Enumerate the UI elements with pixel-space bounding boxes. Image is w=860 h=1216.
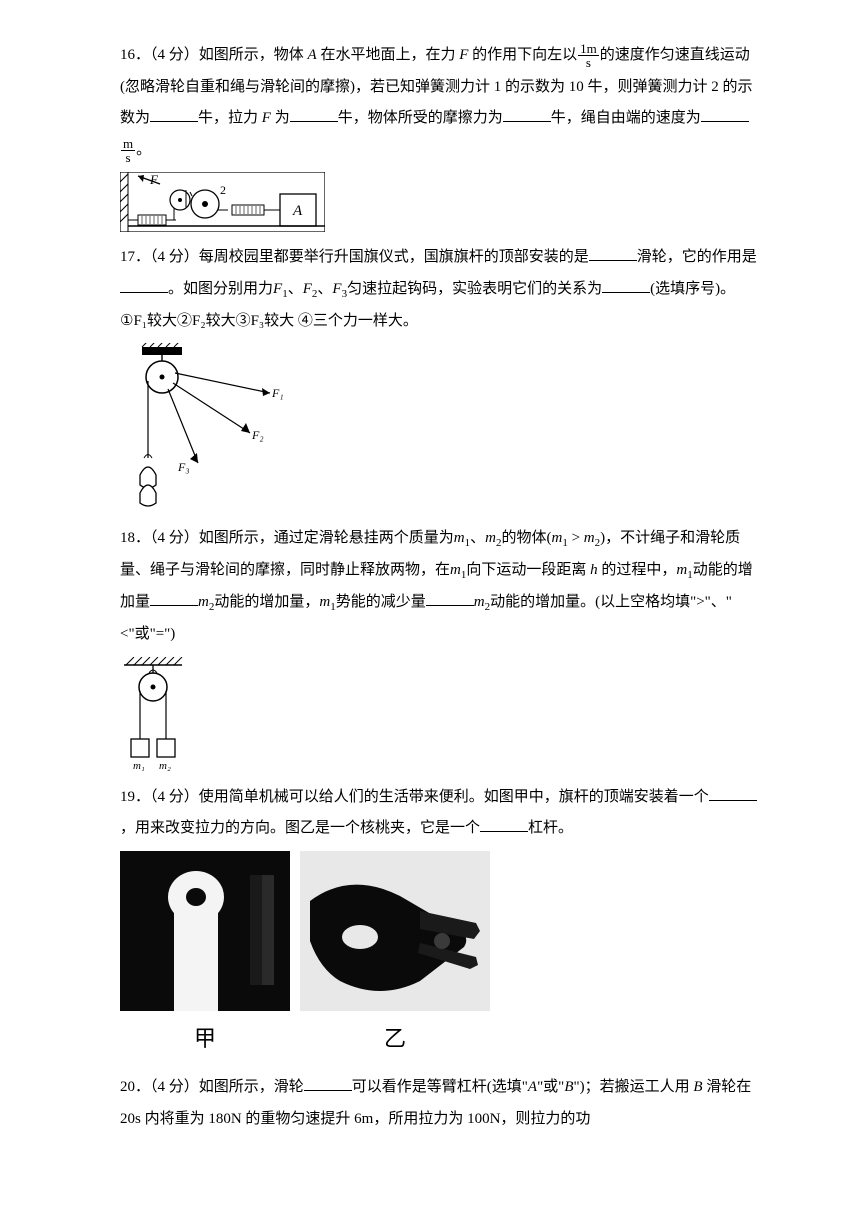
fraction-m-s: ms xyxy=(121,137,135,164)
blank-16-3[interactable] xyxy=(503,106,551,122)
blank-18-2[interactable] xyxy=(426,590,474,606)
question-16: 16．（4 分）如图所示，物体 A 在水平地面上，在力 F 的作用下向左以1ms… xyxy=(120,40,760,166)
svg-text:A: A xyxy=(292,203,303,219)
q16-label: 16．（4 分）如图所示，物体 xyxy=(120,47,308,63)
svg-text:F₃: F₃ xyxy=(177,460,190,474)
svg-text:m₂: m₂ xyxy=(159,760,171,772)
question-18: 18．（4 分）如图所示，通过定滑轮悬挂两个质量为m1、m2的物体(m1 > m… xyxy=(120,523,760,651)
question-17: 17．（4 分）每周校园里都要举行升国旗仪式，国旗旗杆的顶部安装的是滑轮，它的作… xyxy=(120,242,760,337)
blank-16-1[interactable] xyxy=(150,106,198,122)
blank-19-2[interactable] xyxy=(480,816,528,832)
figure-17: F₁ F₂ F₃ xyxy=(120,343,760,513)
figure-18: m₁ m₂ xyxy=(120,657,760,772)
figure-19-captions: 甲乙 xyxy=(120,1016,760,1062)
blank-16-2[interactable] xyxy=(290,106,338,122)
figure-16: F 2 A xyxy=(120,172,760,232)
blank-17-2[interactable] xyxy=(120,277,168,293)
q16-obj: A xyxy=(308,47,317,63)
blank-19-1[interactable] xyxy=(709,785,757,801)
blank-17-3[interactable] xyxy=(602,277,650,293)
question-19: 19．（4 分）使用简单机械可以给人们的生活带来便利。如图甲中，旗杆的顶端安装着… xyxy=(120,782,760,845)
svg-text:2: 2 xyxy=(220,183,226,197)
q17-options: ①F₁较大②F₂较大③F₃较大 ④三个力一样大。 xyxy=(120,306,760,338)
blank-20-1[interactable] xyxy=(304,1075,352,1091)
svg-text:F: F xyxy=(149,172,159,187)
svg-text:F₂: F₂ xyxy=(251,428,264,442)
question-20: 20．（4 分）如图所示，滑轮可以看作是等臂杠杆(选填"A"或"B")；若搬运工… xyxy=(120,1072,760,1135)
svg-text:m₁: m₁ xyxy=(133,760,145,772)
fraction-1m-s: 1ms xyxy=(578,42,599,69)
figure-19: 甲乙 xyxy=(120,851,760,1062)
blank-18-1[interactable] xyxy=(150,590,198,606)
q16-force: F xyxy=(459,47,468,63)
blank-17-1[interactable] xyxy=(589,245,637,261)
blank-16-4[interactable] xyxy=(701,106,749,122)
svg-text:F₁: F₁ xyxy=(271,386,284,400)
